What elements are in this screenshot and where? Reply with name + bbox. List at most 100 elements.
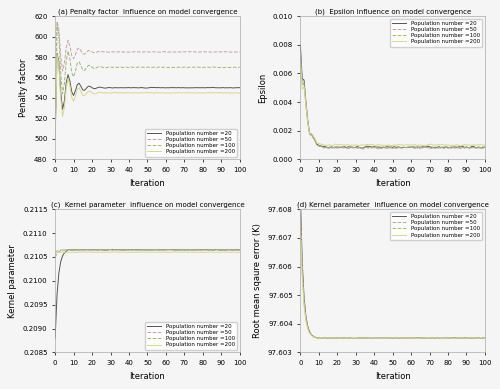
Population number =20 xyxy=(192,85,198,90)
Population number =50 xyxy=(482,336,488,340)
Population number =100 xyxy=(236,65,242,70)
Population number =50 xyxy=(67,44,73,49)
Population number =50 xyxy=(410,145,416,150)
Population number =20 xyxy=(65,247,71,252)
Population number =50 xyxy=(164,50,170,54)
Population number =100 xyxy=(164,247,170,252)
Population number =50 xyxy=(139,50,145,55)
Population number =50 xyxy=(298,207,304,212)
Population number =20 xyxy=(52,336,58,340)
Line: Population number =50: Population number =50 xyxy=(300,209,485,338)
Line: Population number =200: Population number =200 xyxy=(300,62,485,146)
Population number =200 xyxy=(428,336,434,340)
Population number =200 xyxy=(438,336,444,340)
Population number =50 xyxy=(410,336,416,340)
Population number =200 xyxy=(67,83,73,88)
Population number =50 xyxy=(65,247,71,252)
Line: Population number =20: Population number =20 xyxy=(55,53,240,139)
Population number =50 xyxy=(384,336,390,340)
Population number =200 xyxy=(164,250,170,255)
Line: Population number =50: Population number =50 xyxy=(55,21,240,139)
Line: Population number =100: Population number =100 xyxy=(300,53,485,149)
Population number =100 xyxy=(137,247,143,252)
Population number =20 xyxy=(426,336,432,340)
Population number =200 xyxy=(382,143,388,147)
Population number =20 xyxy=(190,247,196,252)
Population number =20 xyxy=(67,79,73,84)
Population number =50 xyxy=(192,248,198,252)
Population number =20 xyxy=(482,145,488,149)
Line: Population number =100: Population number =100 xyxy=(55,249,240,252)
Population number =100 xyxy=(410,336,416,340)
Population number =100 xyxy=(310,135,316,140)
Population number =200 xyxy=(65,250,71,255)
Population number =20 xyxy=(408,145,414,149)
Population number =200 xyxy=(428,142,434,146)
Title: (a) Penalty factor  influence on model convergence: (a) Penalty factor influence on model co… xyxy=(58,8,237,15)
Y-axis label: Epsilon: Epsilon xyxy=(258,73,267,103)
Population number =100 xyxy=(52,250,58,254)
Population number =100 xyxy=(298,213,304,217)
Population number =100 xyxy=(98,248,104,252)
Population number =200 xyxy=(139,250,145,254)
Population number =100 xyxy=(54,23,60,28)
Population number =200 xyxy=(298,221,304,226)
Population number =50 xyxy=(100,49,106,54)
Population number =100 xyxy=(236,247,242,252)
Population number =50 xyxy=(52,255,58,259)
Population number =200 xyxy=(164,91,170,95)
Population number =200 xyxy=(76,249,82,254)
Population number =20 xyxy=(426,144,432,149)
Population number =50 xyxy=(183,49,189,54)
Population number =100 xyxy=(52,137,58,141)
Population number =200 xyxy=(54,53,60,57)
Population number =20 xyxy=(204,247,210,252)
Population number =100 xyxy=(438,146,444,151)
Population number =50 xyxy=(236,50,242,54)
Population number =100 xyxy=(183,248,189,252)
Population number =200 xyxy=(183,91,189,95)
Population number =50 xyxy=(438,145,444,150)
Population number =20 xyxy=(344,145,349,150)
Population number =50 xyxy=(187,247,193,252)
Population number =50 xyxy=(182,247,188,252)
Population number =200 xyxy=(344,336,349,340)
Population number =200 xyxy=(310,335,316,339)
Population number =50 xyxy=(192,49,198,54)
Title: (c)  Kernel parameter  influence on model convergence: (c) Kernel parameter influence on model … xyxy=(50,202,244,208)
Population number =100 xyxy=(310,334,316,339)
Population number =50 xyxy=(52,137,58,141)
Line: Population number =20: Population number =20 xyxy=(300,195,485,338)
Line: Population number =100: Population number =100 xyxy=(55,25,240,139)
Population number =20 xyxy=(236,85,242,90)
Population number =100 xyxy=(344,336,349,340)
Population number =200 xyxy=(482,336,488,341)
X-axis label: Iteration: Iteration xyxy=(375,371,410,381)
Population number =200 xyxy=(192,91,198,95)
Population number =200 xyxy=(183,250,189,254)
Population number =20 xyxy=(436,336,442,340)
Population number =20 xyxy=(100,86,106,90)
Population number =100 xyxy=(384,145,390,150)
Population number =100 xyxy=(410,145,416,150)
Population number =200 xyxy=(408,336,414,340)
Population number =20 xyxy=(183,86,189,90)
Line: Population number =50: Population number =50 xyxy=(55,249,240,257)
Population number =100 xyxy=(192,65,198,70)
Y-axis label: Kernel parameter: Kernel parameter xyxy=(8,244,18,318)
Population number =50 xyxy=(54,19,60,24)
Population number =100 xyxy=(164,65,170,70)
Population number =100 xyxy=(428,146,434,151)
Population number =200 xyxy=(192,250,198,254)
Population number =200 xyxy=(408,142,414,147)
Population number =200 xyxy=(416,336,422,341)
Population number =20 xyxy=(98,247,104,252)
Population number =200 xyxy=(139,91,145,95)
Population number =100 xyxy=(366,147,372,151)
Population number =50 xyxy=(360,147,366,152)
Population number =50 xyxy=(236,248,242,252)
Legend: Population number =20, Population number =50, Population number =100, Population: Population number =20, Population number… xyxy=(145,129,237,157)
Population number =100 xyxy=(482,145,488,149)
Population number =20 xyxy=(310,135,316,139)
Population number =200 xyxy=(423,144,429,148)
